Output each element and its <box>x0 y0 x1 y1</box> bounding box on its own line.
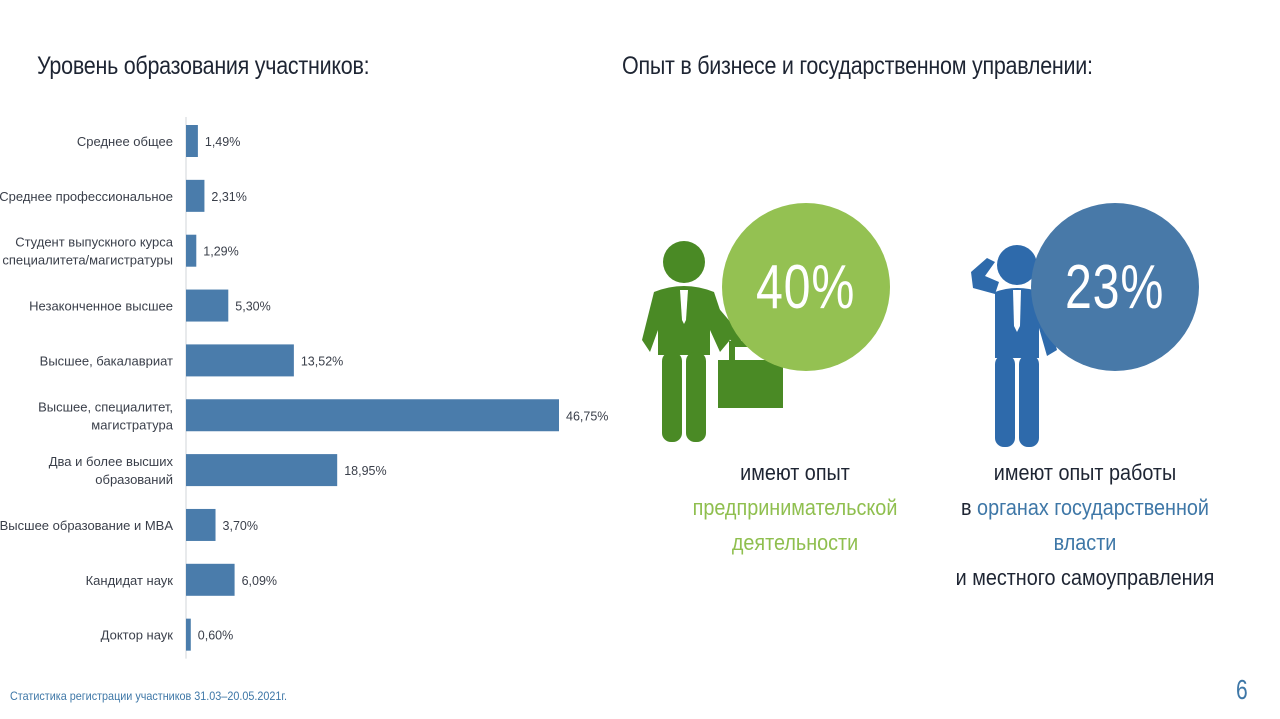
business-caption-line1: имеют опыт <box>740 460 850 485</box>
category-label-1: Среднее общее <box>77 134 173 149</box>
government-caption-highlight: органах государственной власти <box>977 495 1209 555</box>
business-caption-line3: деятельности <box>731 530 859 555</box>
bar-7 <box>186 454 338 487</box>
bar-5 <box>186 344 294 377</box>
businessman-with-briefcase-icon <box>642 241 783 442</box>
bar-4 <box>186 289 229 322</box>
category-label-5: Высшее, бакалавриат <box>40 353 173 368</box>
government-caption: имеют опыт работы в органах государствен… <box>928 455 1243 595</box>
education-chart-title: Уровень образования участников: <box>37 52 370 80</box>
government-caption-prefix: в <box>961 495 978 520</box>
bar-6 <box>186 399 559 432</box>
category-label-2: Среднее профессиональное <box>0 189 173 204</box>
value-label-1: 1,49% <box>205 135 240 149</box>
bar-10 <box>186 618 191 651</box>
government-percent-circle: 23% <box>1031 203 1199 371</box>
bar-3 <box>186 234 197 267</box>
government-caption-line3: и местного самоуправления <box>955 565 1215 590</box>
category-label-3-line2: специалитета/магистратуры <box>2 253 173 268</box>
value-label-9: 6,09% <box>242 574 277 588</box>
government-caption-line2: в органах государственной власти <box>928 490 1243 560</box>
value-label-6: 46,75% <box>566 409 608 423</box>
business-percent-circle: 40% <box>722 203 890 371</box>
category-label-6-line1: Высшее, специалитет, <box>38 399 173 414</box>
category-label-7-line2: образований <box>95 472 173 487</box>
value-label-8: 3,70% <box>223 519 258 533</box>
business-caption-line2: предпринимательской <box>692 495 898 520</box>
government-percent: 23% <box>1065 252 1165 322</box>
value-label-7: 18,95% <box>344 464 386 478</box>
value-label-2: 2,31% <box>211 190 246 204</box>
value-label-4: 5,30% <box>235 300 270 314</box>
bar-2 <box>186 179 205 212</box>
business-percent: 40% <box>756 252 856 322</box>
category-label-3-line1: Студент выпускного курса <box>15 235 174 250</box>
category-label-7-line1: Два и более высших <box>49 454 174 469</box>
value-label-3: 1,29% <box>203 245 238 259</box>
education-bar-chart: 1,49% Среднее общее 2,31% Среднее профессио… <box>0 117 608 659</box>
bar-9 <box>186 563 235 596</box>
value-label-10: 0,60% <box>198 629 233 643</box>
page-number: 6 <box>1236 674 1248 705</box>
business-caption: имеют опыт предпринимательской деятельно… <box>674 455 917 560</box>
experience-title: Опыт в бизнесе и государственном управле… <box>622 52 1093 80</box>
value-label-5: 13,52% <box>301 354 343 368</box>
footer-source: Статистика регистрации участников 31.03–… <box>10 689 288 703</box>
bar-1 <box>186 125 198 157</box>
bar-8 <box>186 508 216 541</box>
government-caption-line1: имеют опыт работы <box>993 460 1177 485</box>
category-label-9: Кандидат наук <box>86 573 174 588</box>
category-label-10: Доктор наук <box>101 628 174 643</box>
category-label-8: Высшее образование и MBA <box>0 518 173 533</box>
category-label-4: Незаконченное высшее <box>29 299 173 314</box>
category-label-6-line2: магистратура <box>91 417 173 432</box>
